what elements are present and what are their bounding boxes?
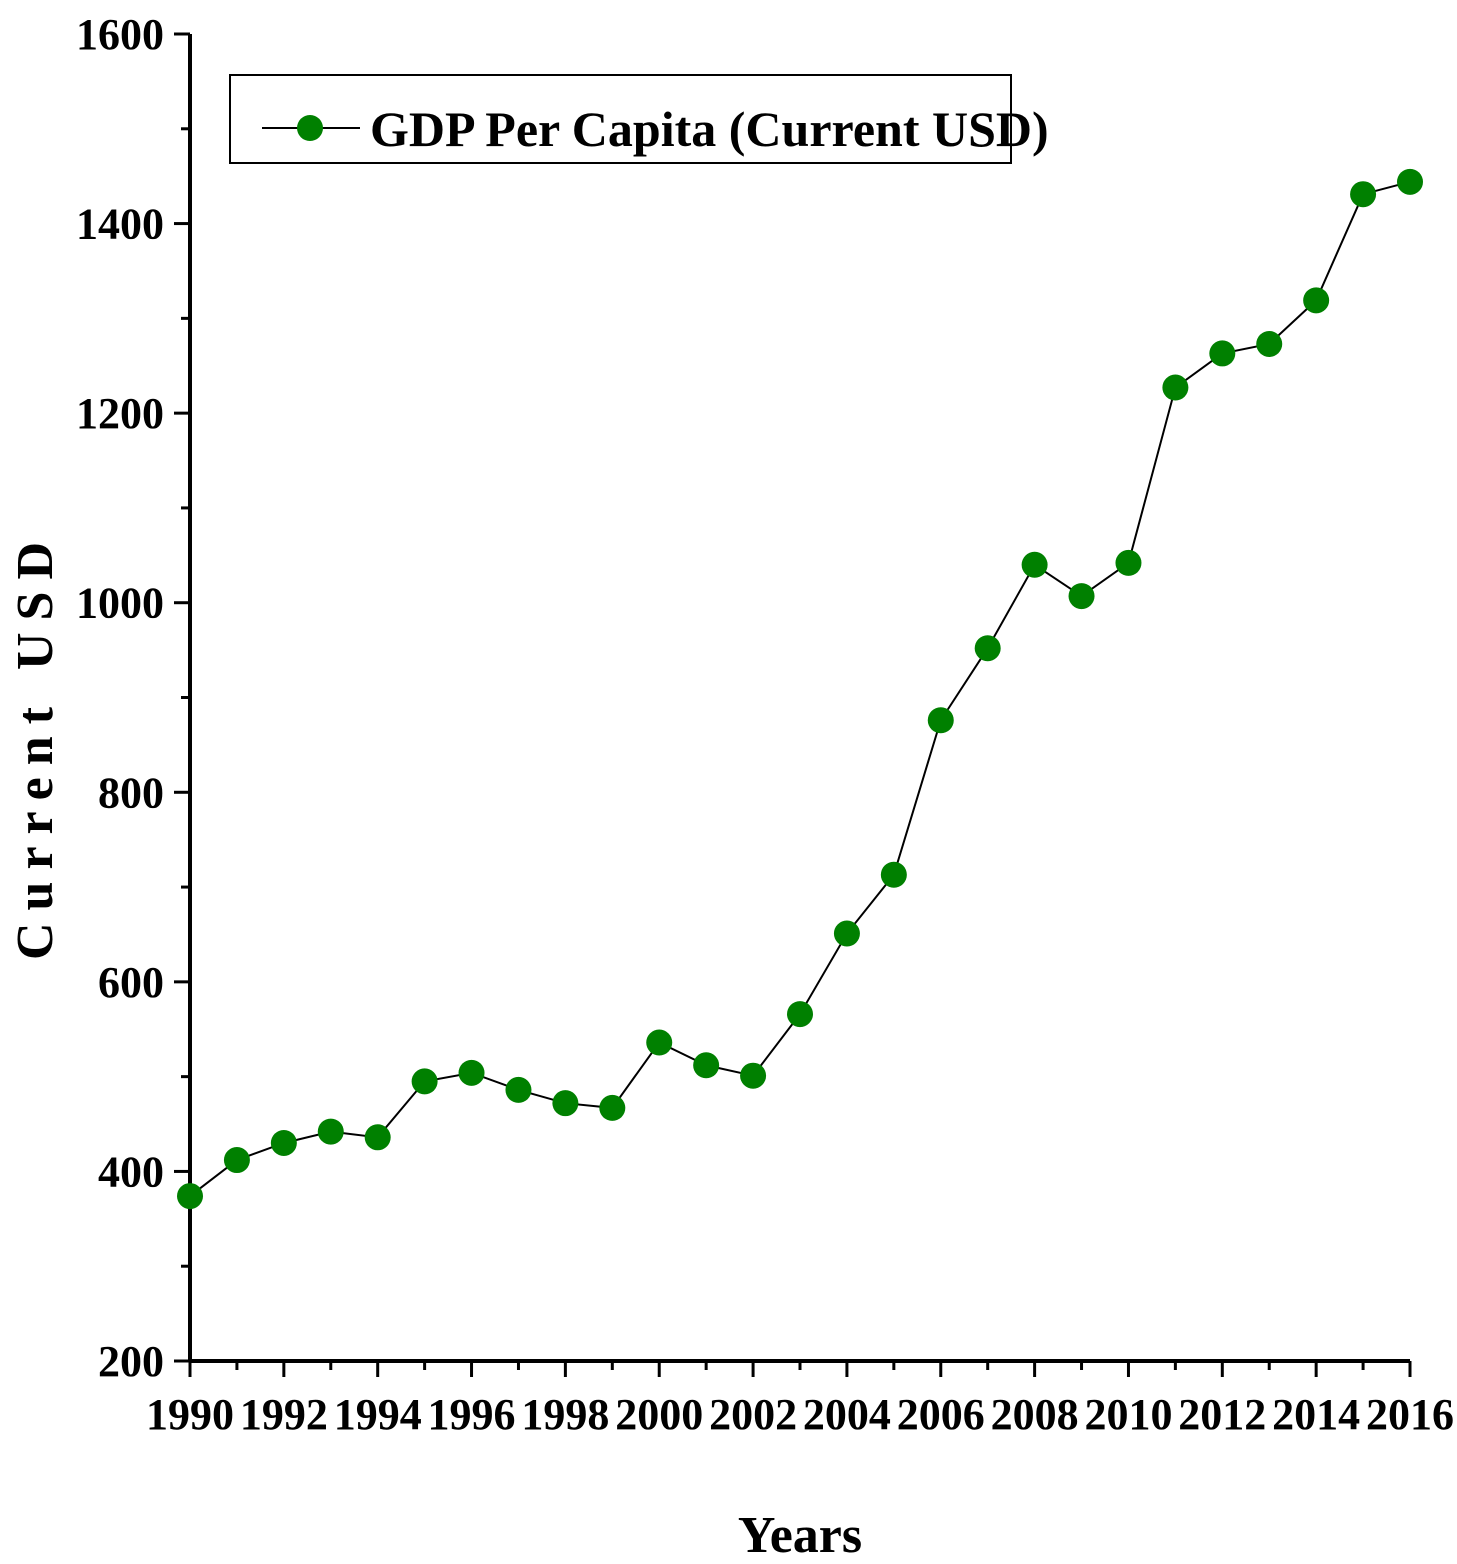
- data-point-1995: 1995: 495: [411, 1068, 438, 1095]
- y-tick-label: 400: [98, 1147, 164, 1196]
- x-tick-label: 1998: [521, 1390, 609, 1439]
- y-tick-label: 1200: [76, 389, 164, 438]
- legend-label: GDP Per Capita (Current USD): [370, 101, 1049, 157]
- y-tick-label: 1400: [76, 200, 164, 249]
- series-line: [189, 180, 1411, 1197]
- data-point-1991: 1991: 412: [223, 1147, 250, 1174]
- data-point-2016: 2016: 1444: [1397, 168, 1423, 195]
- data-point-2011: 2011: 1227: [1162, 374, 1189, 401]
- data-point-1996: 1996: 504: [458, 1059, 485, 1086]
- data-point-2006: 2006: 876: [927, 707, 954, 734]
- data-point-1992: 1992: 430: [270, 1129, 297, 1156]
- x-ticks: 1990 1992 1994 1996 1998 2000 2002 2004 2006 2008…: [146, 1361, 1454, 1439]
- data-point-2003: 2003: 566: [787, 1001, 813, 1028]
- data-point-1994: 1994: 436: [364, 1124, 391, 1151]
- data-point-1999: 1999: 467: [599, 1094, 626, 1121]
- data-point-1998: 1998: 472: [552, 1090, 579, 1117]
- series-points: 1990: 374 1991: 412 1992: 430 1993: 442 1994…: [177, 168, 1423, 1210]
- y-tick-label: 800: [98, 768, 164, 817]
- data-point-2000: 2000: 536: [646, 1029, 673, 1056]
- y-axis-title: Current USD: [7, 530, 64, 960]
- x-tick-label: 2000: [615, 1390, 703, 1439]
- data-point-2014: 2014: 1319: [1303, 287, 1330, 314]
- data-point-2015: 2015: 1431: [1350, 181, 1377, 208]
- x-tick-label: 2010: [1084, 1390, 1172, 1439]
- legend: GDP Per Capita (Current USD): [229, 74, 1049, 164]
- x-tick-label: 2004: [803, 1390, 891, 1439]
- data-point-2012: 2012: 1263: [1209, 340, 1236, 367]
- x-tick-label: 2014: [1272, 1390, 1360, 1439]
- x-tick-label: 2012: [1178, 1390, 1266, 1439]
- series-polyline: [189, 180, 1411, 1197]
- data-point-2007: 2007: 952: [974, 635, 1001, 662]
- data-point-1997: 1997: 486: [505, 1076, 532, 1103]
- x-tick-label: 2016: [1366, 1390, 1454, 1439]
- x-tick-label: 2008: [991, 1390, 1079, 1439]
- data-point-2010: 2010: 1042: [1115, 549, 1142, 576]
- y-tick-label: 1600: [76, 10, 164, 59]
- data-point-2008: 2008: 1040: [1021, 551, 1048, 578]
- y-tick-label: 600: [98, 958, 164, 1007]
- x-axis-title: Years: [738, 1507, 862, 1564]
- data-point-2013: 2013: 1273: [1256, 330, 1283, 357]
- x-tick-label: 1994: [334, 1390, 422, 1439]
- y-tick-label: 1000: [76, 579, 164, 628]
- x-tick-label: 1990: [146, 1390, 234, 1439]
- data-point-1990: 1990: 374: [177, 1183, 203, 1210]
- data-point-2005: 2005: 713: [880, 861, 907, 888]
- x-tick-label: 2002: [709, 1390, 797, 1439]
- data-point-2002: 2002: 501: [740, 1062, 767, 1089]
- x-tick-label: 1996: [428, 1390, 516, 1439]
- data-point-1993: 1993: 442: [317, 1118, 344, 1145]
- data-point-2004: 2004: 651: [833, 920, 860, 947]
- x-tick-label: 1992: [240, 1390, 328, 1439]
- data-point-2009: 2009: 1007: [1068, 583, 1095, 610]
- legend-marker: [297, 115, 323, 141]
- legend-box: [229, 74, 1012, 164]
- y-ticks: 200 400 600 800 1000 1200 1400 1600: [76, 10, 190, 1386]
- y-tick-label: 200: [98, 1337, 164, 1386]
- x-tick-label: 2006: [897, 1390, 985, 1439]
